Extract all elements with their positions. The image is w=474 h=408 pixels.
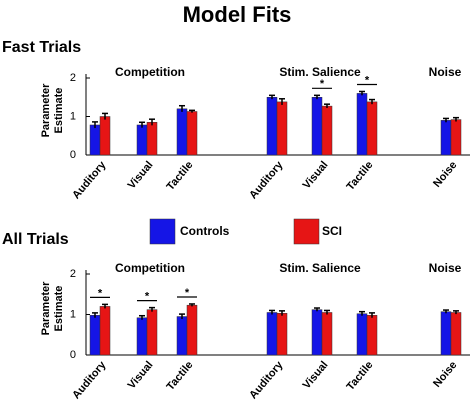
y-tick-label: 2 xyxy=(70,72,76,84)
x-tick-label: Visual xyxy=(301,359,331,391)
bar xyxy=(176,316,188,356)
y-axis-label: Estimate xyxy=(53,286,65,332)
bar xyxy=(146,122,158,156)
bar xyxy=(276,101,288,156)
bar xyxy=(321,312,333,356)
y-tick-label: 1 xyxy=(70,308,76,320)
bar xyxy=(440,120,452,156)
y-axis-label: Parameter xyxy=(40,83,52,138)
y-tick-label: 0 xyxy=(70,349,76,361)
significance-star: * xyxy=(145,291,150,303)
x-tick-label: Auditory xyxy=(247,358,286,401)
bar xyxy=(136,124,148,156)
y-axis-label: Estimate xyxy=(53,88,65,134)
bar xyxy=(266,312,278,356)
legend-swatch xyxy=(149,218,176,245)
y-tick-label: 0 xyxy=(70,149,76,161)
x-tick-label: Tactile xyxy=(344,159,375,193)
bar xyxy=(311,309,323,356)
group-title: Stim. Salience xyxy=(279,65,361,79)
group-title: Competition xyxy=(115,65,185,79)
x-tick-label: Auditory xyxy=(70,358,109,401)
group-title: Stim. Salience xyxy=(279,261,361,275)
x-tick-label: Noise xyxy=(431,359,459,390)
group-title: Noise xyxy=(429,261,462,275)
bar xyxy=(146,309,158,356)
significance-star: * xyxy=(98,287,103,299)
x-tick-label: Tactile xyxy=(164,359,195,393)
bar xyxy=(450,312,462,356)
bar xyxy=(440,311,452,356)
group-title: Competition xyxy=(115,261,185,275)
legend-label: SCI xyxy=(322,224,342,238)
bar xyxy=(99,306,111,356)
x-tick-label: Visual xyxy=(126,359,156,391)
significance-star: * xyxy=(185,287,190,299)
bar xyxy=(186,111,198,156)
x-tick-label: Auditory xyxy=(247,158,286,201)
group-title: Noise xyxy=(429,65,462,79)
bar xyxy=(89,315,101,356)
bar xyxy=(276,313,288,356)
x-tick-label: Tactile xyxy=(164,159,195,193)
significance-star: * xyxy=(320,78,325,90)
bar xyxy=(321,105,333,156)
bar xyxy=(99,116,111,156)
bar xyxy=(450,119,462,156)
bar xyxy=(366,315,378,356)
significance-star: * xyxy=(365,74,370,86)
bar xyxy=(356,313,368,356)
legend-label: Controls xyxy=(180,224,230,238)
chart-title: Model Fits xyxy=(183,2,292,27)
x-tick-label: Tactile xyxy=(344,359,375,393)
y-tick-label: 1 xyxy=(70,110,76,122)
bar xyxy=(176,108,188,156)
y-axis-label: Parameter xyxy=(40,281,52,336)
bar xyxy=(366,101,378,156)
panel-title: All Trials xyxy=(2,231,69,248)
bar xyxy=(136,317,148,356)
x-tick-label: Noise xyxy=(431,159,459,190)
x-tick-label: Auditory xyxy=(70,158,109,201)
legend-swatch xyxy=(293,218,320,245)
bar xyxy=(311,97,323,156)
x-tick-label: Visual xyxy=(301,159,331,191)
bar xyxy=(266,97,278,156)
panel-title: Fast Trials xyxy=(2,39,81,56)
x-tick-label: Visual xyxy=(126,159,156,191)
y-tick-label: 2 xyxy=(70,268,76,280)
bar xyxy=(356,93,368,156)
bar xyxy=(186,304,198,356)
bar xyxy=(89,124,101,156)
